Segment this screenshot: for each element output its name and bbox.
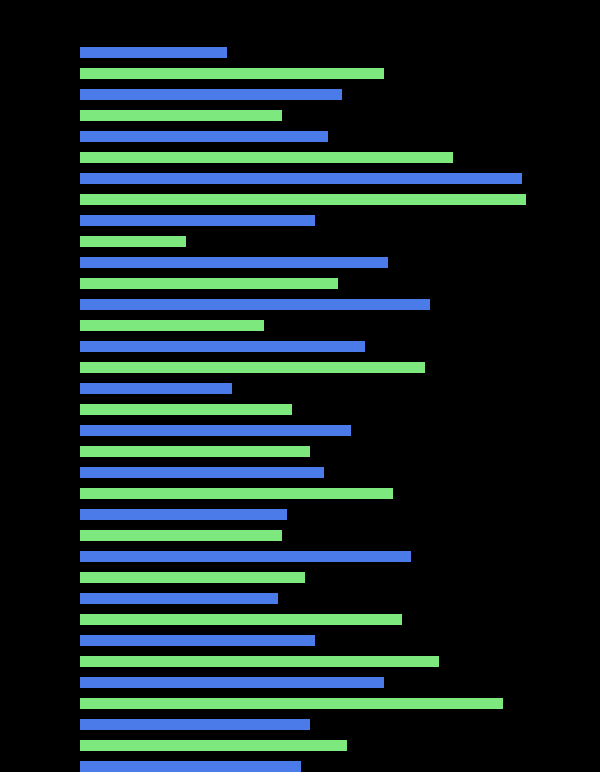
bar [80, 362, 425, 373]
bar [80, 341, 365, 352]
bar [80, 488, 393, 499]
bar [80, 383, 232, 394]
bar [80, 320, 264, 331]
bar [80, 68, 384, 79]
bar [80, 551, 411, 562]
bar [80, 278, 338, 289]
bar [80, 572, 305, 583]
bar [80, 719, 310, 730]
bar [80, 131, 328, 142]
bar [80, 530, 282, 541]
bar [80, 257, 388, 268]
bar [80, 614, 402, 625]
bar [80, 194, 526, 205]
bar [80, 47, 227, 58]
bar [80, 110, 282, 121]
bar [80, 593, 278, 604]
bar [80, 299, 430, 310]
bar [80, 446, 310, 457]
bar [80, 425, 351, 436]
bar [80, 404, 292, 415]
bar [80, 740, 347, 751]
bar [80, 656, 439, 667]
bar [80, 173, 522, 184]
bar [80, 677, 384, 688]
bar [80, 698, 503, 709]
bar [80, 215, 315, 226]
bar [80, 467, 324, 478]
bar [80, 761, 301, 772]
bar [80, 236, 186, 247]
bar [80, 89, 342, 100]
bar [80, 509, 287, 520]
bar [80, 635, 315, 646]
bar [80, 152, 453, 163]
